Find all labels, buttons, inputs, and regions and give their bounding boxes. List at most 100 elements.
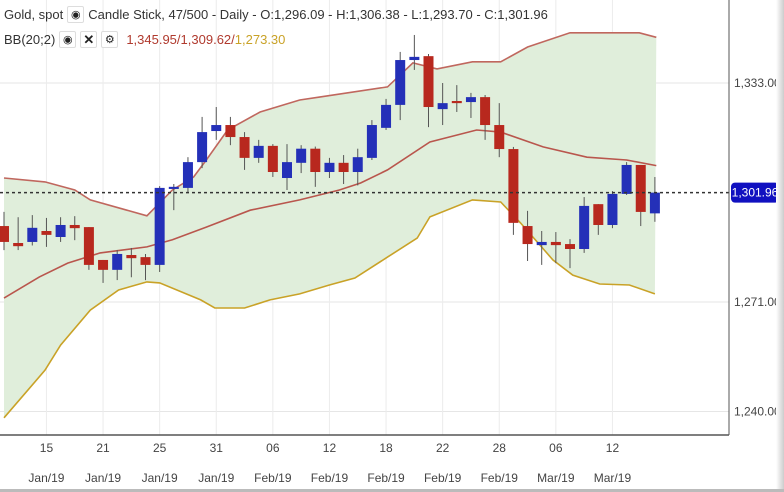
separator: / (231, 32, 235, 47)
candle-body (423, 56, 434, 108)
candle (607, 191, 618, 229)
candle-body (27, 227, 38, 242)
candle (522, 210, 533, 262)
candle-body (338, 162, 349, 173)
eye-icon[interactable]: ◉ (67, 6, 85, 23)
candle-body (607, 193, 618, 225)
candle (381, 98, 392, 130)
date-tick-month: Feb/19 (311, 471, 349, 485)
date-tick-month: Jan/19 (85, 471, 121, 485)
candle (324, 157, 335, 179)
candle (593, 204, 604, 235)
candle-body (508, 149, 519, 223)
date-axis[interactable]: 15 Jan/19 21 Jan/19 25 Jan/19 31 Jan/19 06 Feb/19… (28, 441, 631, 485)
close-icon[interactable]: ✕ (80, 31, 98, 48)
candle-body (296, 148, 307, 163)
candle-body (522, 226, 533, 245)
candle (579, 197, 590, 253)
price-tick-label: 1,271.00 (734, 295, 781, 309)
price-tick-label: 1,333.00 (734, 76, 781, 90)
candle-body (239, 137, 250, 158)
candle-body (126, 255, 137, 259)
candle (267, 144, 278, 177)
candle (649, 177, 660, 222)
date-tick-day: 28 (493, 441, 507, 455)
candle (126, 247, 137, 278)
candle-body (381, 104, 392, 128)
gear-icon[interactable]: ⚙ (101, 31, 119, 48)
candle-body (480, 97, 491, 126)
candle-body (13, 242, 24, 247)
candle (296, 145, 307, 174)
candle-body (0, 226, 9, 242)
candle (253, 139, 264, 163)
candle (508, 146, 519, 235)
bb-lower-value: 1,273.30 (234, 32, 286, 47)
candle (451, 85, 462, 112)
candle (182, 157, 193, 193)
candle (550, 232, 561, 264)
candle-body (267, 145, 278, 173)
candle-body (635, 164, 646, 212)
candles (0, 34, 660, 283)
bb-middle-value: 1,309.62 (180, 32, 232, 47)
date-tick-month: Feb/19 (481, 471, 519, 485)
date-tick-day: 12 (606, 441, 620, 455)
candle-body (154, 187, 165, 265)
date-tick-day: 06 (266, 441, 280, 455)
date-tick-day: 25 (153, 441, 167, 455)
candle-body (621, 164, 632, 194)
date-tick-day: 21 (96, 441, 110, 455)
candle-body (225, 125, 236, 138)
candle (13, 217, 24, 251)
candle (282, 144, 292, 191)
candle-body (211, 125, 222, 132)
candle-body (395, 60, 406, 105)
eye-icon[interactable]: ◉ (59, 31, 77, 48)
date-tick-day: 12 (323, 441, 337, 455)
candle-body (352, 157, 363, 173)
candle-body (69, 224, 80, 229)
candle-body (565, 244, 575, 250)
candle-body (140, 257, 151, 265)
date-tick-day: 18 (379, 441, 393, 455)
candle (536, 230, 547, 265)
series-info: Candle Stick, 47/500 - Daily - O:1,296.0… (88, 7, 548, 22)
price-tick-label: 1,240.00 (734, 404, 781, 418)
candle (395, 51, 406, 121)
candle-body (451, 101, 462, 104)
candle-body (55, 224, 66, 237)
price-axis[interactable]: 1,333.00 1,271.00 1,240.00 (734, 76, 781, 418)
candle (437, 83, 448, 126)
chart-legend-indicator: BB(20;2) ◉ ✕ ⚙ 1,345.95/1,309.62/1,273.3… (4, 31, 285, 48)
candle-body (437, 103, 448, 110)
bollinger-middle-line (3, 129, 657, 299)
candle-body (41, 230, 52, 235)
symbol-name: Gold, spot (4, 7, 64, 22)
separator: / (176, 32, 181, 47)
candle (41, 217, 52, 247)
date-tick-month: Feb/19 (367, 471, 405, 485)
date-tick-month: Mar/19 (594, 471, 632, 485)
candle (55, 217, 66, 242)
candle (197, 116, 208, 169)
window-right-edge (776, 0, 784, 492)
candle-body (197, 132, 208, 163)
window-bottom-edge (0, 489, 784, 492)
candle-body (324, 162, 335, 173)
candle (480, 95, 491, 140)
candle (465, 92, 476, 118)
candle (69, 216, 80, 241)
candle (338, 155, 349, 185)
candle-body (409, 56, 420, 61)
chart-legend-main: Gold, spot ◉ Candle Stick, 47/500 - Dail… (4, 6, 548, 23)
candle-body (494, 125, 505, 150)
date-tick-month: Jan/19 (142, 471, 178, 485)
candle-body (593, 204, 604, 225)
candle (83, 227, 94, 270)
candle-body (168, 186, 179, 189)
candle (211, 107, 222, 140)
bollinger-upper-line (3, 31, 657, 217)
date-tick-day: 06 (549, 441, 563, 455)
